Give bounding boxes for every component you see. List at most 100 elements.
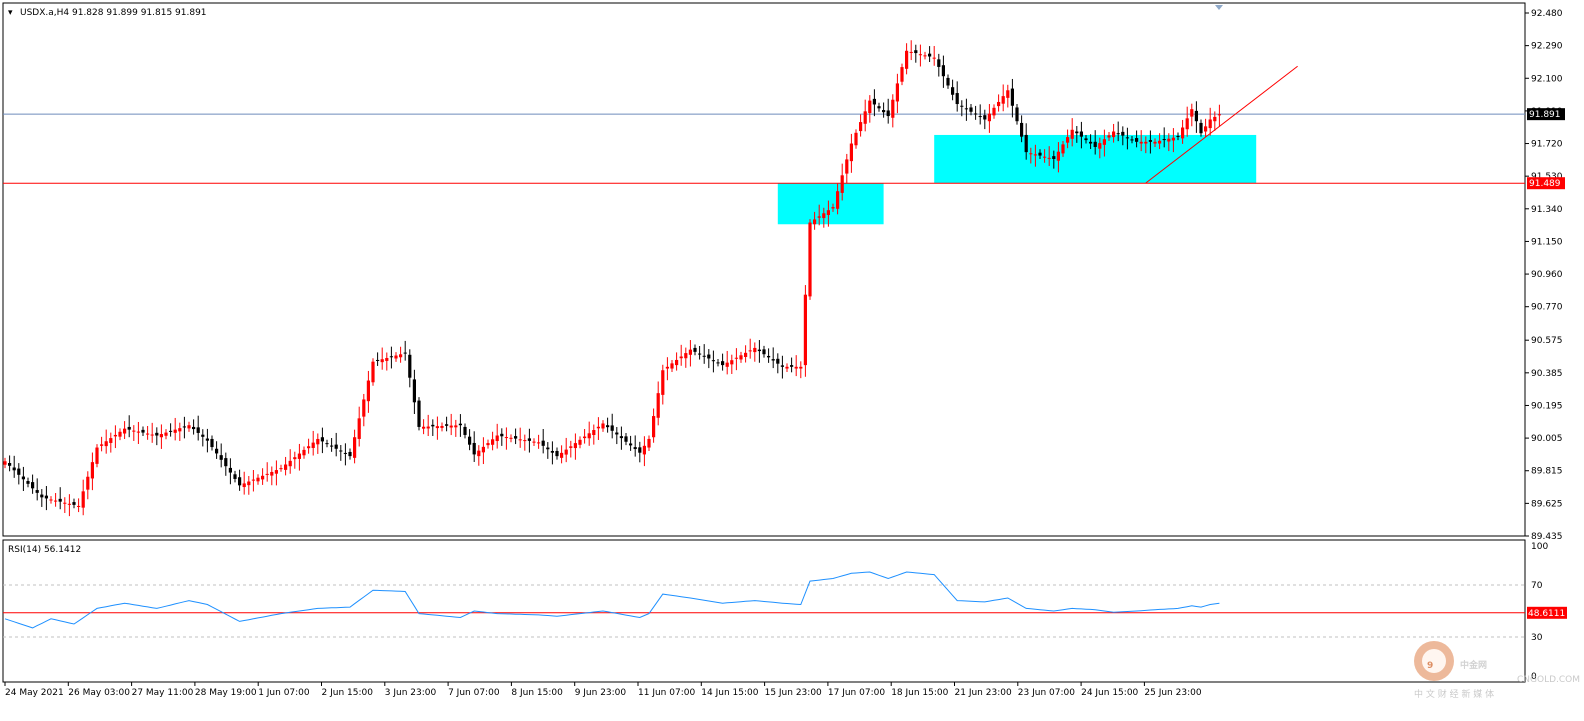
- trendline-layer: [1145, 65, 1298, 184]
- candle-body: [500, 433, 504, 437]
- time-tick-label: 7 Jun 07:00: [448, 688, 500, 698]
- candle-body: [537, 442, 541, 444]
- candle-body: [564, 449, 568, 455]
- candle-body: [983, 115, 987, 120]
- time-tick-label: 23 Jun 07:00: [1018, 688, 1075, 698]
- candle-body: [265, 473, 269, 475]
- candle-body: [1112, 131, 1116, 138]
- candle-body: [794, 366, 798, 369]
- candle-body: [665, 366, 669, 369]
- candle-body: [127, 426, 131, 430]
- candle-body: [633, 447, 637, 450]
- candle-body: [343, 452, 347, 454]
- candle-body: [882, 110, 886, 113]
- candle-body: [1158, 140, 1162, 144]
- candle-body: [1061, 144, 1065, 154]
- rsi-level-badge: [1527, 606, 1567, 619]
- candle-body: [932, 57, 936, 59]
- candle-body: [334, 444, 338, 449]
- time-tick-label: 8 Jun 15:00: [511, 688, 563, 698]
- price-tick-label: 92.480: [1531, 9, 1563, 19]
- candle-body: [256, 477, 260, 482]
- candle-body: [109, 438, 113, 443]
- collapse-arrow-icon[interactable]: ▾: [8, 8, 13, 18]
- candle-body: [1217, 114, 1221, 116]
- time-tick-label: 3 Jun 23:00: [385, 688, 437, 698]
- time-tick-label: 27 May 11:00: [132, 688, 194, 698]
- price-tick-label: 90.195: [1531, 401, 1563, 411]
- time-tick-label: 9 Jun 23:00: [575, 688, 627, 698]
- time-tick-label: 15 Jun 23:00: [765, 688, 822, 698]
- candle-body: [1204, 126, 1208, 132]
- candle-body: [596, 426, 600, 429]
- candle-body: [1199, 122, 1203, 134]
- candle-body: [366, 380, 370, 402]
- candle-body: [656, 393, 660, 418]
- candle-body: [1070, 129, 1074, 139]
- candle-body: [389, 356, 393, 358]
- candle-body: [863, 111, 867, 124]
- candle-body: [509, 437, 513, 439]
- candle-body: [776, 358, 780, 364]
- candle-body: [946, 77, 950, 86]
- candle-body: [629, 443, 633, 446]
- candle-body: [951, 87, 955, 95]
- support-badge: [1527, 177, 1565, 190]
- candle-body: [210, 438, 214, 448]
- rsi-tick-label: 70: [1531, 581, 1543, 591]
- candle-body: [578, 439, 582, 445]
- candle-body: [711, 360, 715, 362]
- candle-body: [937, 59, 941, 67]
- candle-body: [1162, 139, 1166, 141]
- candle-body: [1029, 153, 1033, 155]
- candle-body: [1121, 131, 1125, 136]
- candle-body: [54, 500, 58, 502]
- candle-body: [104, 441, 108, 447]
- candle-body: [449, 425, 453, 428]
- candle-body: [316, 438, 320, 445]
- time-tick-label: 21 Jun 23:00: [955, 688, 1012, 698]
- candle-body: [753, 347, 757, 353]
- candle-body: [1079, 131, 1083, 137]
- candle-body: [532, 441, 536, 443]
- candle-body: [555, 450, 559, 457]
- candle-body: [941, 65, 945, 77]
- candle-body: [288, 460, 292, 467]
- candle-body: [468, 436, 472, 445]
- candle-body: [679, 356, 683, 359]
- candle-body: [1033, 154, 1037, 156]
- candle-body: [606, 425, 610, 428]
- candle-body: [849, 143, 853, 162]
- logo-glyph-icon: 9: [1427, 661, 1433, 671]
- candle-body: [150, 434, 154, 436]
- rsi-layer: [3, 571, 1525, 638]
- candle-body: [371, 361, 375, 383]
- price-tick-label: 90.385: [1531, 369, 1563, 379]
- candle-body: [859, 122, 863, 132]
- candle-body: [762, 349, 766, 355]
- candle-body: [228, 467, 232, 473]
- candle-body: [698, 353, 702, 355]
- candle-body: [72, 502, 76, 505]
- candle-body: [1093, 141, 1097, 147]
- candle-body: [799, 366, 803, 369]
- candle-body: [136, 431, 140, 433]
- candle-body: [914, 50, 918, 54]
- candle-body: [247, 481, 251, 486]
- candle-body: [610, 425, 614, 431]
- candle-body: [435, 426, 439, 429]
- candle-body: [601, 423, 605, 429]
- candle-body: [261, 475, 265, 480]
- candle-body: [1116, 133, 1120, 135]
- consolidation-zone: [777, 183, 884, 225]
- candle-body: [905, 50, 909, 69]
- time-tick-label: 1 Jun 07:00: [258, 688, 310, 698]
- candle-body: [909, 51, 913, 53]
- candle-body: [748, 350, 752, 352]
- time-tick-label: 28 May 19:00: [195, 688, 257, 698]
- candle-body: [270, 471, 274, 476]
- shift-marker-icon[interactable]: [1215, 5, 1223, 10]
- candle-body: [527, 438, 531, 441]
